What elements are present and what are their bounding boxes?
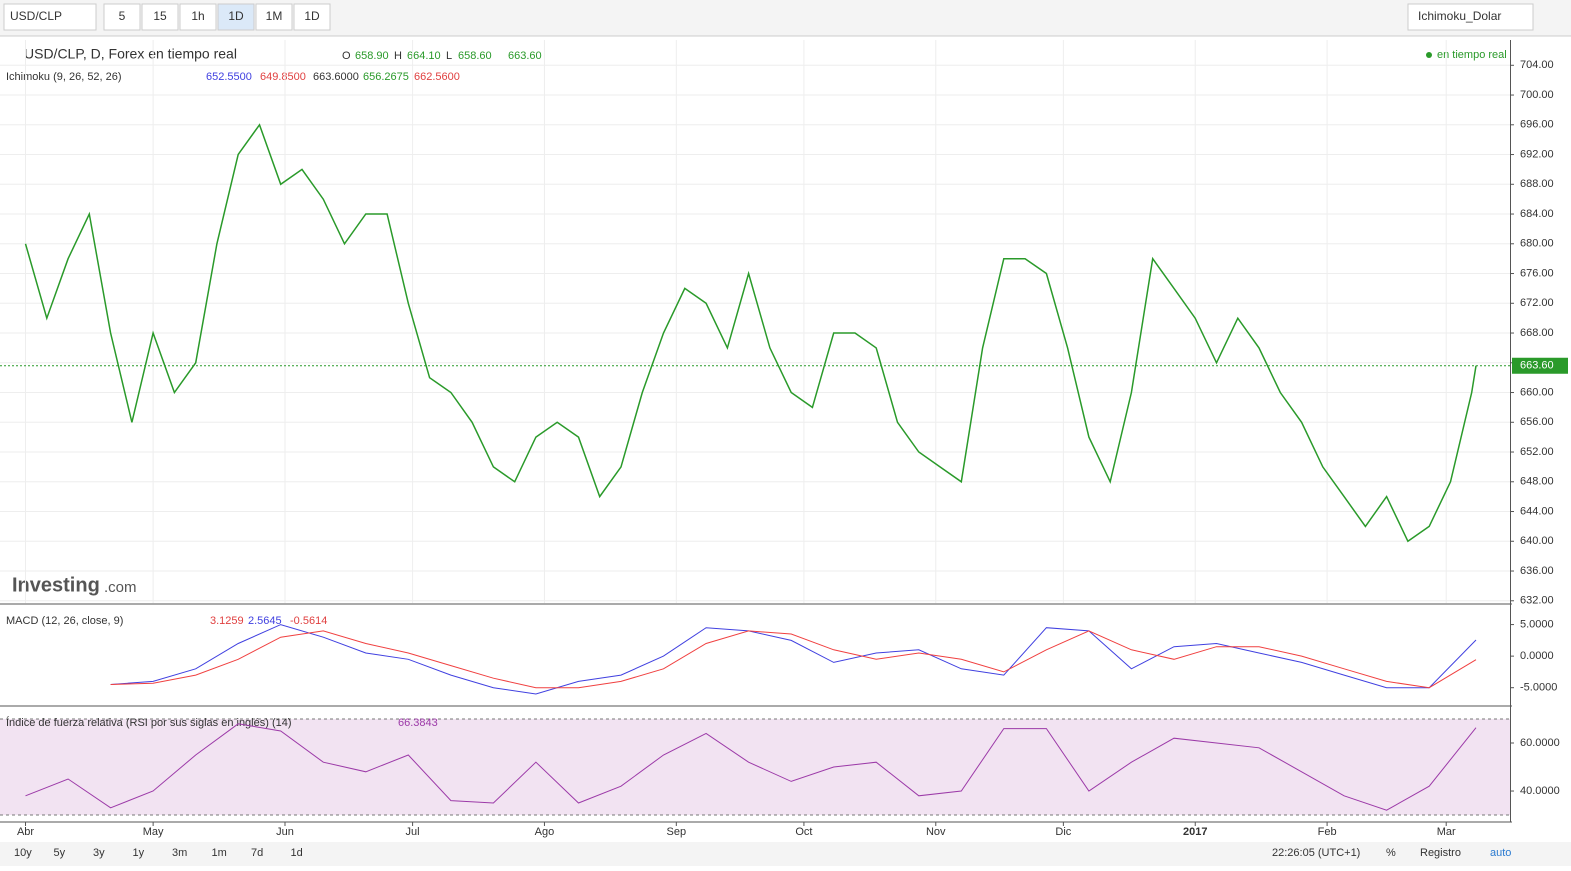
interval: 1h	[191, 9, 204, 23]
interval-button[interactable]	[141, 3, 179, 31]
y-tick-label: 680.00	[1520, 238, 1554, 250]
y-tick-label: 644.00	[1520, 505, 1554, 517]
y-tick-label: 696.00	[1520, 119, 1554, 131]
series-line	[110, 624, 1477, 695]
range[interactable]: 5y	[54, 847, 66, 859]
interval-button[interactable]	[293, 3, 331, 31]
x-tick-label: Feb	[1318, 826, 1337, 838]
y-tick-label: 700.00	[1520, 89, 1554, 101]
range[interactable]: 1m	[212, 847, 227, 859]
y-tick-label: 648.00	[1520, 476, 1554, 488]
range[interactable]: 1d	[291, 847, 303, 859]
y-tick-label: 60.0000	[1520, 737, 1560, 749]
y-tick-label: 692.00	[1520, 148, 1554, 160]
series-line	[25, 723, 1477, 811]
interval: 15	[153, 9, 167, 23]
last-price-box	[1512, 357, 1568, 374]
last-price: 663.60	[1520, 360, 1554, 372]
x-tick-label: Dic	[1055, 826, 1071, 838]
x-tick-label: 2017	[1183, 826, 1207, 838]
x-tick-label: Abr	[17, 826, 34, 838]
y-tick-label: 0.0000	[1520, 650, 1554, 662]
x-tick-label: Oct	[795, 826, 812, 838]
price-axis-border	[1510, 40, 1511, 822]
l-label: L	[446, 50, 452, 62]
interval-button[interactable]	[255, 3, 293, 31]
indicator: Ichimoku (9, 26, 52, 26)	[6, 71, 122, 83]
rsi-band	[0, 719, 1510, 815]
y-tick-label: 656.00	[1520, 416, 1554, 428]
interval: 1D	[228, 9, 244, 23]
l-value: 658.60	[458, 50, 492, 62]
x-tick-label: Ago	[535, 826, 555, 838]
x-tick-label: May	[143, 826, 164, 838]
h-label: H	[394, 50, 402, 62]
interval: 5	[119, 9, 126, 23]
rsi-title: Índice de fuerza relativa (RSI por sus s…	[6, 716, 292, 729]
interval-button[interactable]	[217, 3, 255, 31]
ind-value: 656.2675	[363, 71, 409, 83]
interval: 1D	[304, 9, 320, 23]
range[interactable]: 3y	[93, 847, 105, 859]
x-tick-label: Jul	[406, 826, 420, 838]
live-dot	[1426, 52, 1432, 58]
macd-value: -0.5614	[290, 615, 327, 627]
clock: 22:26:05 (UTC+1)	[1272, 847, 1360, 859]
live: en tiempo real	[1437, 49, 1507, 61]
y-tick-label: 640.00	[1520, 535, 1554, 547]
macd-value: 2.5645	[248, 615, 282, 627]
x-tick-label: Mar	[1437, 826, 1456, 838]
log[interactable]: Registro	[1420, 847, 1461, 859]
y-tick-label: 676.00	[1520, 267, 1554, 279]
y-tick-label: 672.00	[1520, 297, 1554, 309]
y-tick-label: 632.00	[1520, 595, 1554, 607]
series-line	[24, 123, 1477, 543]
watermark-suffix: .com	[104, 579, 137, 596]
y-tick-label: 40.0000	[1520, 785, 1560, 797]
ind-value: 652.5500	[206, 71, 252, 83]
range[interactable]: 3m	[172, 847, 187, 859]
layout-name: Ichimoku_Dolar	[1418, 9, 1501, 23]
range[interactable]: 10y	[14, 847, 32, 859]
y-tick-label: 668.00	[1520, 327, 1554, 339]
symbol-box[interactable]	[3, 3, 97, 31]
y-tick-label: 704.00	[1520, 59, 1554, 71]
o-value: 658.90	[355, 50, 389, 62]
y-tick-label: 684.00	[1520, 208, 1554, 220]
ind-value: 663.6000	[313, 71, 359, 83]
x-tick-label: Nov	[926, 826, 946, 838]
h-value: 664.10	[407, 50, 441, 62]
macd-value: 3.1259	[210, 615, 244, 627]
percent[interactable]: %	[1386, 847, 1396, 859]
series-line	[110, 630, 1477, 689]
auto[interactable]: auto	[1490, 847, 1511, 859]
symbol: USD/CLP	[10, 9, 62, 23]
ind-value: 649.8500	[260, 71, 306, 83]
y-tick-label: 688.00	[1520, 178, 1554, 190]
header-title: USD/CLP, D, Forex en tiempo real	[24, 46, 237, 62]
macd-title: MACD (12, 26, close, 9)	[6, 615, 123, 627]
x-tick-label: Jun	[276, 826, 294, 838]
y-tick-label: -5.0000	[1520, 682, 1557, 694]
interval-button[interactable]	[179, 3, 217, 31]
interval: 1M	[266, 9, 283, 23]
c-value: 663.60	[508, 50, 542, 62]
watermark: Investing	[12, 574, 100, 596]
interval-button[interactable]	[103, 3, 141, 31]
range[interactable]: 1y	[133, 847, 145, 859]
y-tick-label: 660.00	[1520, 386, 1554, 398]
layout-box[interactable]	[1407, 3, 1534, 31]
range[interactable]: 7d	[251, 847, 263, 859]
y-tick-label: 652.00	[1520, 446, 1554, 458]
x-tick-label: Sep	[667, 826, 687, 838]
footer	[0, 842, 1571, 866]
rsi-value: 66.3843	[398, 717, 438, 729]
o-label: O	[342, 50, 351, 62]
ind-value: 662.5600	[414, 71, 460, 83]
y-tick-label: 636.00	[1520, 565, 1554, 577]
y-tick-label: 5.0000	[1520, 618, 1554, 630]
